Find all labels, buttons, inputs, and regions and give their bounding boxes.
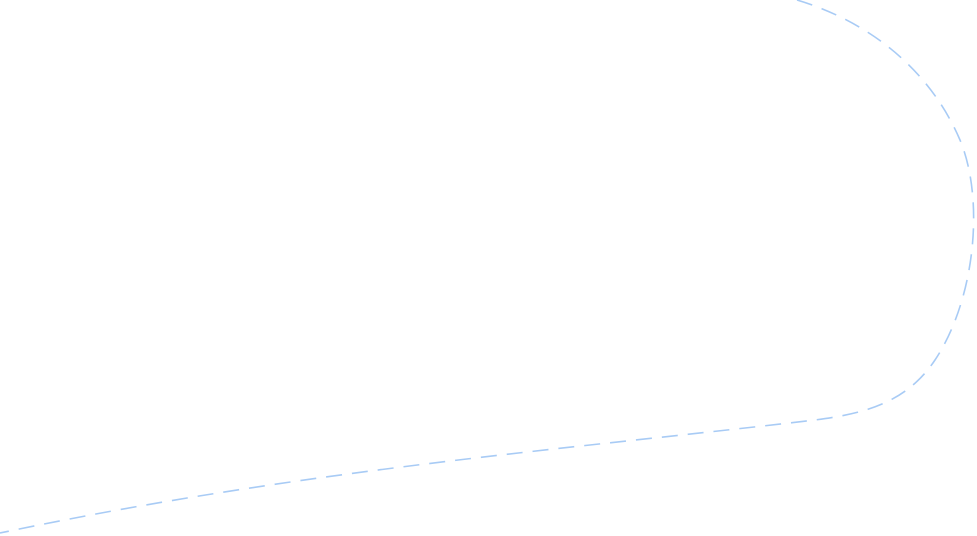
dashed-curve: [0, 0, 975, 534]
canvas: [0, 0, 975, 534]
page: (() => { const data = JSON.parse(documen…: [0, 0, 975, 534]
